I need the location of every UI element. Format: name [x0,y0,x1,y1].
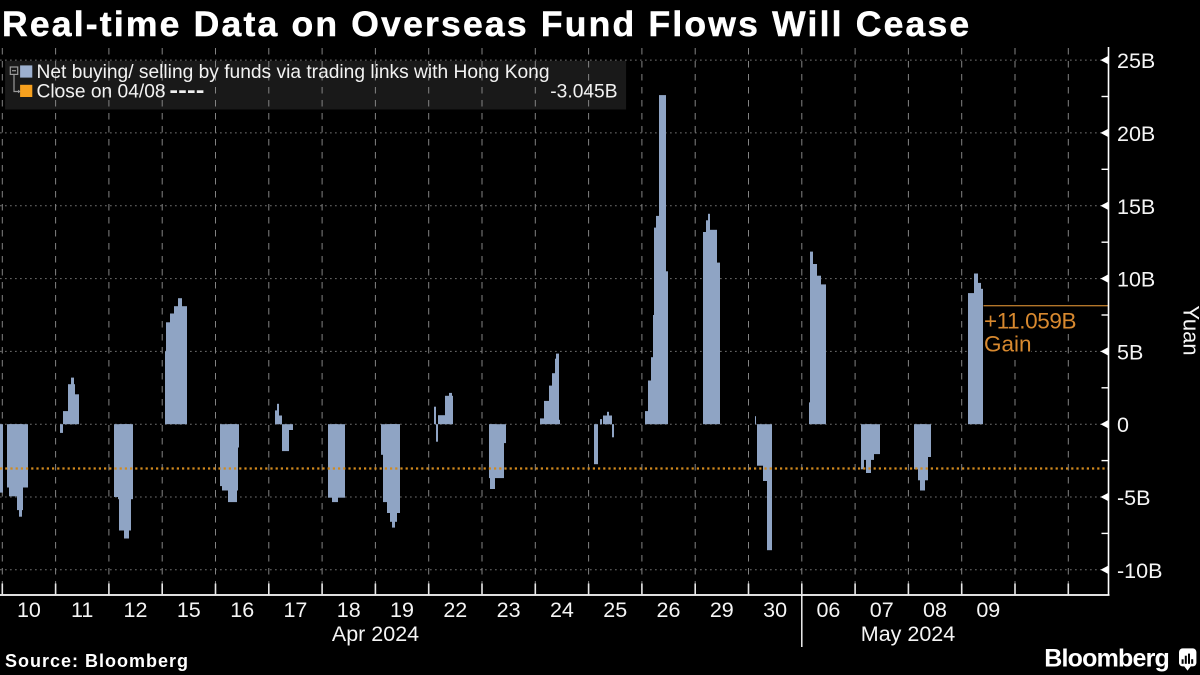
svg-text:+11.059B: +11.059B [984,309,1076,334]
svg-text:19: 19 [390,598,414,622]
svg-text:06: 06 [816,598,840,622]
svg-text:07: 07 [870,598,894,622]
svg-text:Net buying/ selling by funds v: Net buying/ selling by funds via trading… [37,62,550,83]
svg-text:12: 12 [124,598,148,622]
svg-text:29: 29 [710,598,734,622]
svg-text:16: 16 [230,598,254,622]
svg-text:Bloomberg: Bloomberg [1044,645,1169,673]
svg-text:15: 15 [177,598,201,622]
svg-text:Real-time Data on Overseas Fun: Real-time Data on Overseas Fund Flows Wi… [2,4,971,44]
svg-text:May 2024: May 2024 [861,622,955,646]
svg-text:20B: 20B [1117,122,1155,146]
svg-text:24: 24 [550,598,574,622]
svg-text:11: 11 [71,598,93,622]
svg-text:Apr 2024: Apr 2024 [332,622,419,646]
svg-text:Yuan: Yuan [1179,305,1200,355]
svg-text:0: 0 [1117,413,1129,437]
svg-text:18: 18 [337,598,361,622]
svg-text:Source: Bloomberg: Source: Bloomberg [5,651,189,671]
svg-text:-3.045B: -3.045B [550,82,617,103]
svg-text:-5B: -5B [1117,486,1150,510]
svg-text:17: 17 [283,598,307,622]
svg-text:5B: 5B [1117,340,1143,364]
svg-text:15B: 15B [1117,195,1155,219]
svg-text:-10B: -10B [1117,559,1162,583]
svg-text:Close on 04/08: Close on 04/08 [37,82,166,103]
svg-text:10B: 10B [1117,268,1155,292]
svg-text:25: 25 [603,598,627,622]
svg-text:30: 30 [763,598,787,622]
svg-text:23: 23 [497,598,521,622]
svg-text:26: 26 [657,598,681,622]
svg-text:09: 09 [976,598,1000,622]
svg-text:10: 10 [17,598,41,622]
svg-text:22: 22 [443,598,467,622]
svg-text:08: 08 [923,598,947,622]
svg-text:25B: 25B [1117,49,1155,73]
svg-text:Gain: Gain [984,332,1032,357]
